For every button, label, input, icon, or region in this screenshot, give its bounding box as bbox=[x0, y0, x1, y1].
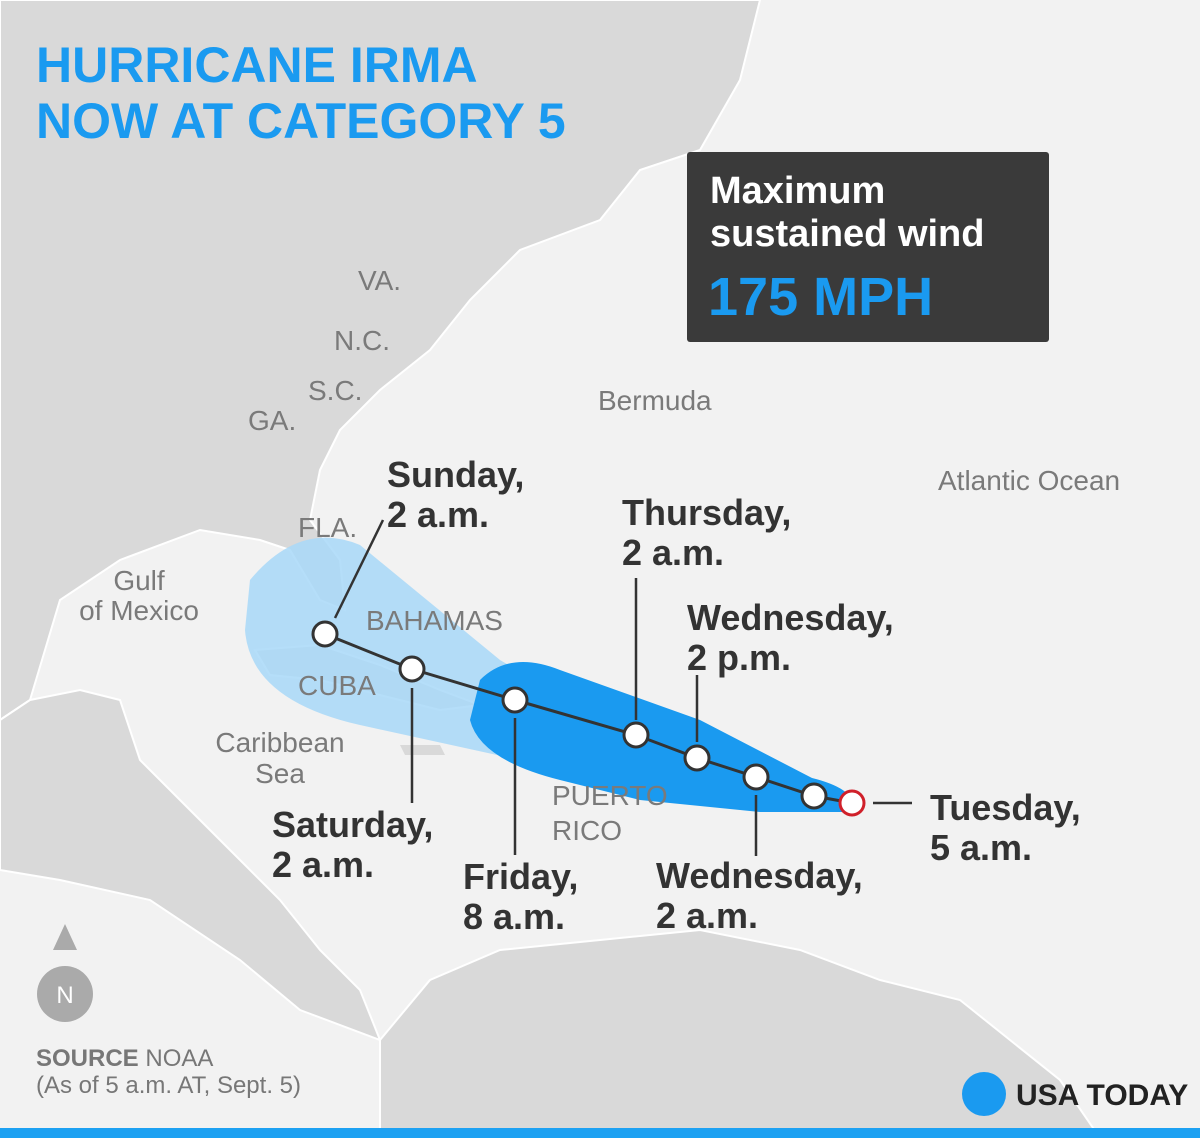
wind-label: sustained wind bbox=[710, 213, 984, 255]
track-label: 2 a.m. bbox=[622, 532, 724, 573]
compass-label: N bbox=[56, 982, 73, 1009]
place-label: Atlantic Ocean bbox=[938, 465, 1120, 496]
track-point bbox=[311, 620, 339, 648]
source-note: (As of 5 a.m. AT, Sept. 5) bbox=[36, 1072, 301, 1099]
brand-logo bbox=[962, 1072, 1006, 1116]
place-label: S.C. bbox=[308, 375, 362, 406]
track-label: 2 a.m. bbox=[272, 844, 374, 885]
compass bbox=[37, 966, 93, 1022]
track-label: 2 a.m. bbox=[387, 494, 489, 535]
place-label: CUBA bbox=[298, 670, 376, 701]
source-label: SOURCE bbox=[36, 1045, 139, 1072]
place-label: GA. bbox=[248, 405, 296, 436]
track-label: Wednesday, bbox=[687, 597, 894, 638]
track-point bbox=[398, 655, 426, 683]
place-label: Bermuda bbox=[598, 385, 712, 416]
track-label: Sunday, bbox=[387, 454, 524, 495]
leader bbox=[333, 519, 385, 619]
track-point bbox=[683, 744, 711, 772]
place-label: BAHAMAS bbox=[366, 605, 503, 636]
brand: USA TODAY bbox=[1016, 1079, 1188, 1112]
track-label: 5 a.m. bbox=[930, 827, 1032, 868]
jamaica-land bbox=[400, 745, 445, 755]
current-position bbox=[838, 789, 866, 817]
place-label: Gulf bbox=[113, 565, 165, 596]
track-label: 2 a.m. bbox=[656, 895, 758, 936]
cone-outer bbox=[245, 537, 854, 812]
place-label: RICO bbox=[552, 815, 622, 846]
wind-label: Maximum bbox=[710, 170, 885, 212]
track-label: Thursday, bbox=[622, 492, 791, 533]
track-label: Saturday, bbox=[272, 804, 433, 845]
north-america bbox=[0, 0, 762, 722]
place-label: N.C. bbox=[334, 325, 390, 356]
title: NOW AT CATEGORY 5 bbox=[36, 93, 566, 149]
central-america bbox=[0, 688, 382, 1042]
track-label: 8 a.m. bbox=[463, 896, 565, 937]
title: HURRICANE IRMA bbox=[36, 37, 478, 93]
source: SOURCE NOAA bbox=[36, 1045, 213, 1072]
place-label: Caribbean bbox=[215, 727, 344, 758]
place-label: FLA. bbox=[298, 512, 357, 543]
wind-box bbox=[687, 152, 1049, 342]
track-point bbox=[622, 721, 650, 749]
track-point bbox=[501, 686, 529, 714]
track-point bbox=[742, 763, 770, 791]
track-label: 2 p.m. bbox=[687, 637, 791, 678]
place-label: of Mexico bbox=[79, 595, 199, 626]
compass-arrow bbox=[53, 924, 77, 950]
track-label: Tuesday, bbox=[930, 787, 1081, 828]
track-point bbox=[800, 782, 828, 810]
track-label: Friday, bbox=[463, 856, 578, 897]
place-label: PUERTO bbox=[552, 780, 668, 811]
place-label: Sea bbox=[255, 758, 305, 789]
wind-value: 175 MPH bbox=[708, 267, 933, 327]
track-label: Wednesday, bbox=[656, 855, 863, 896]
bottom-bar bbox=[0, 1128, 1200, 1138]
source-name: NOAA bbox=[145, 1045, 213, 1072]
place-label: VA. bbox=[358, 265, 401, 296]
